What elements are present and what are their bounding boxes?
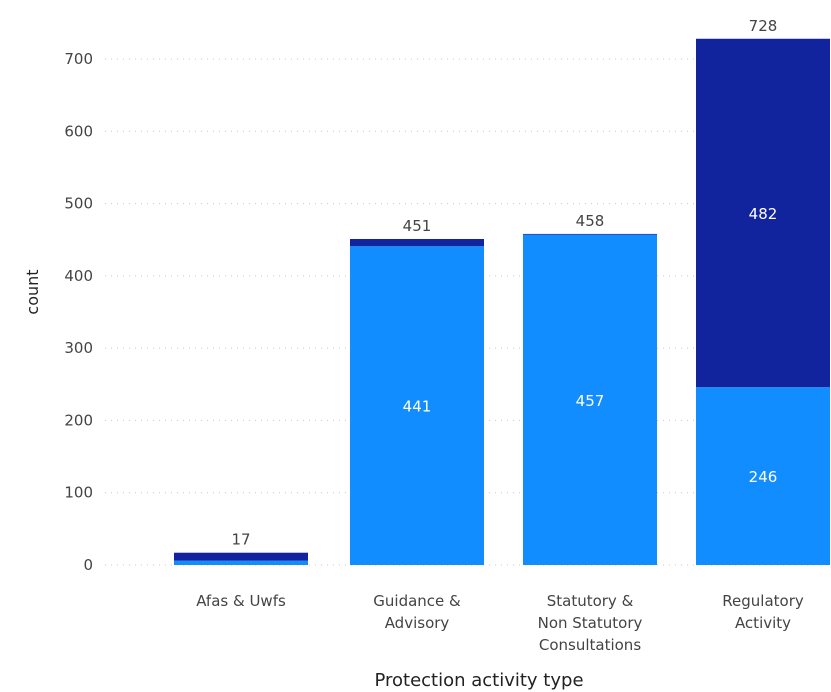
segment-value-label: 457 — [576, 392, 605, 410]
x-axis-title: Protection activity type — [374, 670, 583, 691]
x-tick-label-line: Consultations — [539, 636, 641, 654]
bar-segment — [350, 238, 484, 247]
bar-segment — [696, 38, 830, 388]
x-tick-label-line: Statutory & — [547, 592, 634, 610]
bar-segment — [174, 560, 308, 565]
y-tick-label: 600 — [64, 122, 93, 140]
total-value-label: 451 — [403, 217, 432, 235]
x-tick-label-line: Guidance & — [373, 592, 461, 610]
x-tick-label: Regulatory Activity — [722, 592, 804, 632]
bar-segment — [696, 387, 830, 565]
y-tick-label: 700 — [64, 50, 93, 68]
x-tick-label-line: Activity — [735, 614, 791, 632]
x-tick-label-line: Afas & Uwfs — [196, 592, 286, 610]
bar-segment — [350, 246, 484, 565]
bar-segment — [174, 552, 308, 561]
segment-value-label: 246 — [749, 468, 778, 486]
segment-value-label: 482 — [749, 205, 778, 223]
y-tick-label: 500 — [64, 195, 93, 213]
x-tick-label-line: Advisory — [385, 614, 450, 632]
total-value-label: 17 — [231, 531, 250, 549]
total-value-label: 728 — [749, 17, 778, 35]
y-tick-label: 100 — [64, 484, 93, 502]
data-labels: 17 441 451 457 458 246 482 728 — [231, 17, 777, 549]
x-tick-label-line: Non Statutory — [538, 614, 643, 632]
bar-segment — [523, 233, 657, 235]
x-axis-ticks: Afas & Uwfs Guidance & Advisory Statutory &… — [196, 592, 804, 654]
bars — [174, 38, 830, 565]
segment-value-label: 441 — [403, 398, 432, 416]
x-tick-label: Afas & Uwfs — [196, 592, 286, 610]
y-tick-label: 0 — [83, 556, 93, 574]
bar-segment — [523, 234, 657, 565]
total-value-label: 458 — [576, 212, 605, 230]
y-tick-label: 200 — [64, 411, 93, 429]
y-tick-label: 400 — [64, 267, 93, 285]
y-axis-ticks: 0 100 200 300 400 500 600 700 — [64, 50, 93, 574]
y-axis-title: count — [23, 269, 42, 314]
x-tick-label: Guidance & Advisory — [373, 592, 461, 632]
y-tick-label: 300 — [64, 339, 93, 357]
x-tick-label-line: Regulatory — [722, 592, 804, 610]
x-tick-label: Statutory & Non Statutory Consultations — [538, 592, 643, 654]
